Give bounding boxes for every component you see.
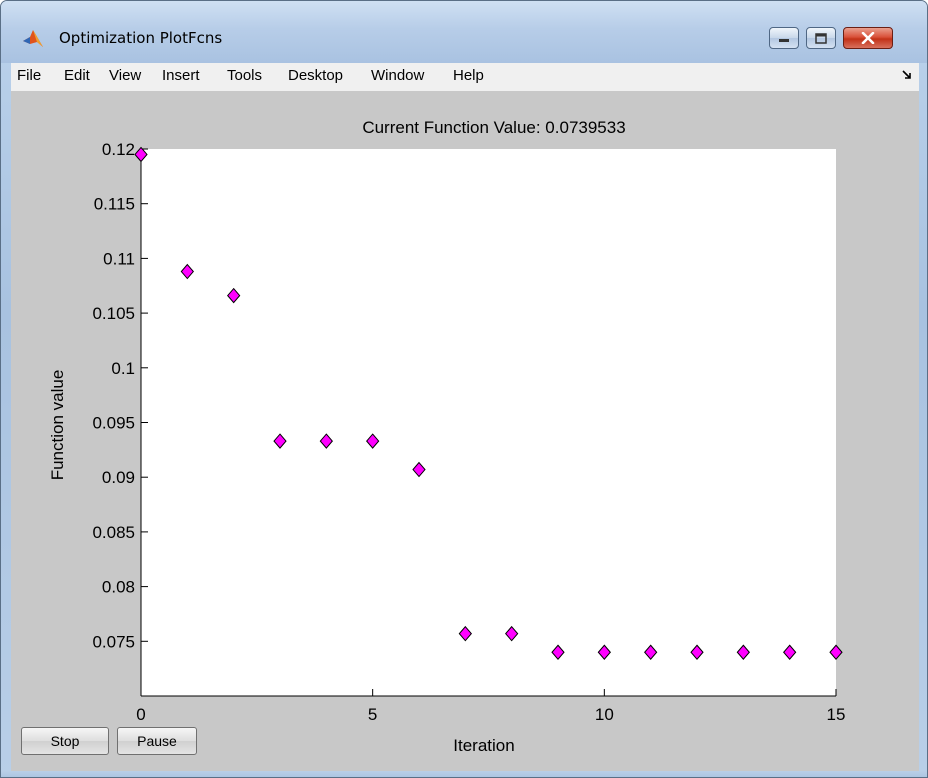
data-point bbox=[180, 263, 194, 280]
y-tick-label: 0.12 bbox=[102, 140, 135, 159]
x-tick-label: 10 bbox=[595, 705, 614, 724]
x-tick-label: 5 bbox=[368, 705, 377, 724]
maximize-button[interactable] bbox=[806, 27, 836, 49]
menu-help[interactable]: Help bbox=[453, 67, 484, 84]
y-tick-label: 0.075 bbox=[92, 632, 135, 651]
y-tick-label: 0.105 bbox=[92, 304, 135, 323]
y-tick-label: 0.09 bbox=[102, 468, 135, 487]
x-axis-label: Iteration bbox=[453, 736, 514, 755]
plot-title: Current Function Value: 0.0739533 bbox=[362, 118, 625, 137]
pause-button[interactable]: Pause bbox=[117, 727, 197, 755]
data-point bbox=[783, 644, 797, 661]
figure-area: 0.075 0.08 0.085 0.09 0.095 0.1 0.105 0.11 0.115… bbox=[11, 91, 919, 771]
title-bar[interactable]: Optimization PlotFcns bbox=[1, 1, 927, 63]
y-tick-label: 0.11 bbox=[103, 249, 135, 268]
data-point bbox=[736, 644, 750, 661]
data-point bbox=[227, 287, 241, 304]
close-icon bbox=[861, 32, 875, 44]
data-point bbox=[551, 644, 565, 661]
data-point bbox=[134, 146, 148, 163]
y-tick-label: 0.08 bbox=[102, 578, 135, 597]
y-axis-label: Function value bbox=[48, 370, 67, 481]
data-point bbox=[412, 461, 426, 478]
minimize-icon bbox=[779, 39, 789, 42]
menu-window[interactable]: Window bbox=[371, 67, 425, 84]
stop-button[interactable]: Stop bbox=[21, 727, 109, 755]
y-tick-label: 0.115 bbox=[94, 195, 135, 214]
data-point bbox=[644, 644, 658, 661]
menu-insert[interactable]: Insert bbox=[162, 67, 200, 84]
data-point bbox=[319, 433, 333, 449]
axes-background bbox=[141, 149, 836, 696]
menu-desktop[interactable]: Desktop bbox=[288, 67, 344, 84]
close-button[interactable] bbox=[843, 27, 893, 49]
maximize-icon bbox=[815, 32, 827, 44]
menu-bar: File Edit View Insert Tools Desktop Wind… bbox=[11, 63, 919, 92]
minimize-button[interactable] bbox=[769, 27, 799, 49]
x-tick-label: 15 bbox=[827, 705, 846, 724]
x-tick-label: 0 bbox=[136, 705, 145, 724]
dock-arrow-icon[interactable] bbox=[901, 69, 913, 81]
menu-file[interactable]: File bbox=[17, 67, 42, 84]
menu-edit[interactable]: Edit bbox=[64, 67, 90, 84]
matlab-logo-icon bbox=[23, 30, 43, 47]
window-bottom-border bbox=[1, 771, 927, 777]
function-value-plot: 0.075 0.08 0.085 0.09 0.095 0.1 0.105 0.11 0.115… bbox=[48, 118, 846, 755]
y-tick-label: 0.085 bbox=[92, 523, 135, 542]
y-tick-label: 0.095 bbox=[92, 414, 135, 433]
window-title: Optimization PlotFcns bbox=[59, 29, 223, 47]
menu-tools[interactable]: Tools bbox=[227, 67, 263, 84]
data-point bbox=[829, 644, 843, 661]
data-point bbox=[366, 433, 380, 449]
menu-view[interactable]: View bbox=[109, 67, 142, 84]
data-point bbox=[597, 644, 611, 661]
data-point bbox=[273, 433, 287, 449]
data-point bbox=[690, 644, 704, 661]
y-tick-label: 0.1 bbox=[111, 359, 135, 378]
data-point bbox=[505, 625, 519, 642]
data-point bbox=[458, 625, 472, 642]
